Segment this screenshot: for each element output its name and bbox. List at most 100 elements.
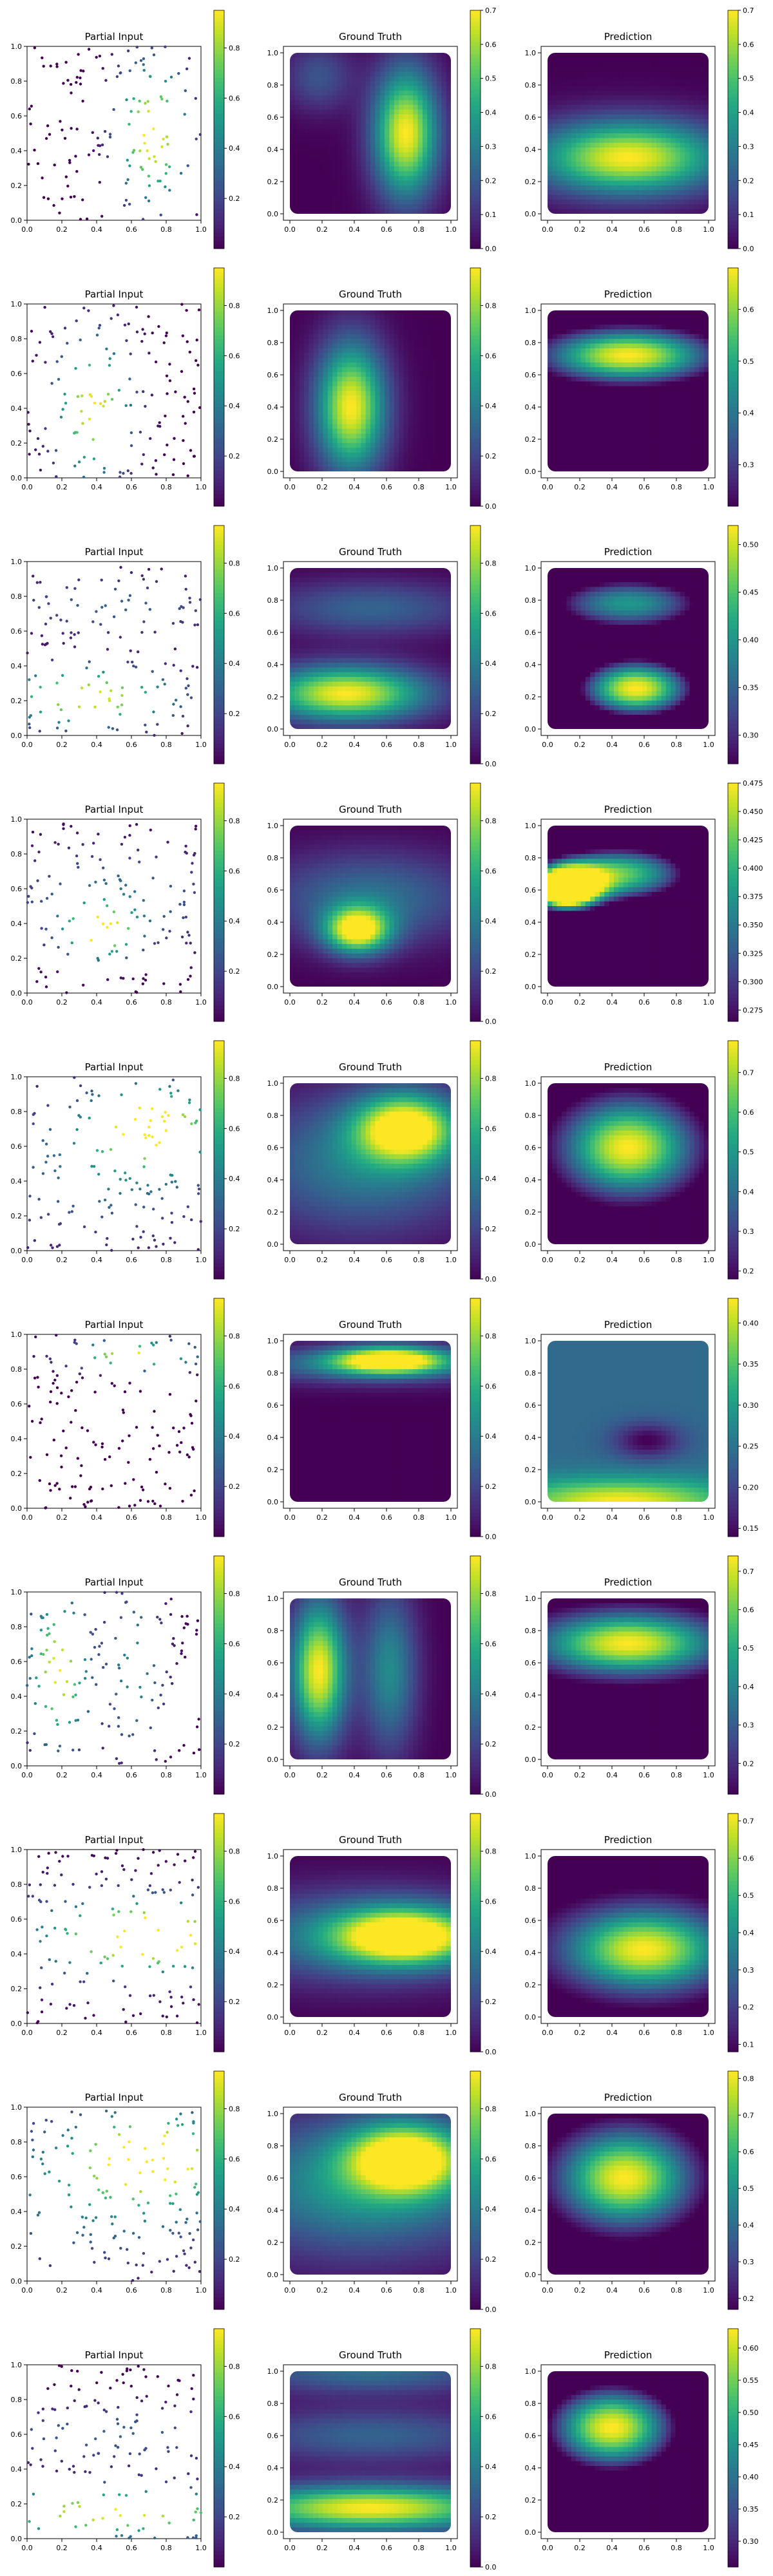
heatmap-cell [599, 362, 605, 368]
heatmap-cell [399, 343, 405, 349]
heatmap-cell [656, 180, 662, 186]
heatmap-cell [403, 395, 409, 401]
colorbar-segment [728, 14, 738, 19]
heatmap-cell [680, 176, 685, 182]
heatmap-cell [441, 376, 447, 382]
colorbar-segment [470, 30, 481, 35]
heatmap-cell [595, 190, 600, 196]
y-tick-label: 0.6 [267, 371, 279, 379]
scatter-point [165, 331, 168, 335]
heatmap-cell [361, 133, 367, 138]
heatmap-cell [408, 86, 414, 91]
heatmap-cell [318, 410, 324, 415]
heatmap-cell [585, 180, 591, 186]
heatmap-cell [590, 348, 596, 354]
heatmap-cell [628, 142, 633, 148]
scatter-point [108, 364, 111, 367]
heatmap-cell [389, 348, 395, 354]
heatmap-cell [356, 95, 361, 101]
heatmap-cell [618, 95, 624, 101]
heatmap-cell [337, 457, 343, 462]
heatmap-cell [599, 414, 605, 420]
heatmap-cell [365, 199, 371, 205]
heatmap-cell [699, 204, 705, 210]
heatmap-cell [618, 171, 624, 176]
heatmap-cell [562, 118, 568, 124]
scatter-point [149, 75, 152, 79]
heatmap-cell [656, 114, 662, 120]
heatmap-cell [628, 400, 633, 406]
heatmap-cell [642, 81, 648, 87]
heatmap-cell [341, 133, 347, 138]
heatmap-cell [665, 180, 671, 186]
heatmap-cell [613, 86, 619, 91]
heatmap-cell [637, 457, 643, 462]
heatmap-cell [304, 86, 310, 91]
scatter-point [186, 400, 189, 403]
heatmap-cell [313, 176, 319, 182]
heatmap-cell [595, 209, 600, 214]
heatmap-cell [323, 76, 329, 82]
heatmap-cell [613, 339, 619, 345]
heatmap-cell [408, 57, 414, 63]
heatmap-cell [633, 448, 638, 453]
scatter-point [198, 406, 202, 410]
scatter-point [147, 199, 151, 203]
heatmap-cell [399, 114, 405, 120]
heatmap-cell [432, 194, 437, 200]
heatmap-cell [394, 57, 399, 63]
heatmap-cell [304, 81, 310, 87]
heatmap-cell [604, 190, 610, 196]
heatmap-cell [637, 462, 643, 468]
heatmap-cell [337, 462, 343, 468]
heatmap-cell [413, 462, 419, 468]
heatmap-cell [651, 62, 657, 68]
heatmap-cell [379, 62, 385, 68]
scatter-point [80, 410, 83, 413]
heatmap-cell [375, 329, 381, 335]
heatmap-cell [642, 114, 648, 120]
heatmap-cell [651, 194, 657, 200]
heatmap-cell [552, 348, 558, 354]
heatmap-cell [318, 372, 324, 377]
heatmap-cell [599, 405, 605, 411]
heatmap-cell [403, 71, 409, 77]
heatmap-cell [637, 118, 643, 124]
colorbar-tick-label: 0.8 [229, 301, 240, 310]
heatmap-cell [446, 67, 451, 73]
heatmap-cell [685, 171, 691, 176]
heatmap-cell [613, 190, 619, 196]
heatmap-cell [304, 400, 310, 406]
heatmap-cell [356, 466, 361, 471]
heatmap-cell [661, 109, 667, 115]
heatmap-cell [562, 114, 568, 120]
heatmap-cell [356, 391, 361, 396]
heatmap-cell [633, 452, 638, 458]
heatmap-cell [313, 381, 319, 387]
scatter-point [50, 332, 53, 336]
heatmap-cell [365, 442, 371, 448]
heatmap-cell [675, 166, 681, 172]
heatmap-cell [385, 372, 390, 377]
heatmap-cell [313, 171, 319, 176]
colorbar-segment [728, 86, 738, 90]
heatmap-cell [623, 325, 629, 330]
heatmap-cell [327, 147, 333, 153]
heatmap-cell [432, 90, 437, 96]
heatmap-cell [427, 166, 433, 172]
heatmap-cell [394, 448, 399, 453]
heatmap-cell [427, 100, 433, 106]
heatmap-cell [313, 339, 319, 345]
heatmap-cell [394, 400, 399, 406]
heatmap-cell [399, 109, 405, 115]
heatmap-cell [552, 319, 558, 325]
heatmap-cell [309, 166, 314, 172]
scatter-point [196, 363, 200, 367]
heatmap-cell [552, 71, 558, 77]
scatter-point [147, 315, 150, 318]
scatter-point [43, 306, 46, 309]
heatmap-cell [689, 128, 695, 134]
heatmap-cell [576, 147, 582, 153]
heatmap-cell [562, 128, 568, 134]
heatmap-cell [394, 128, 399, 134]
